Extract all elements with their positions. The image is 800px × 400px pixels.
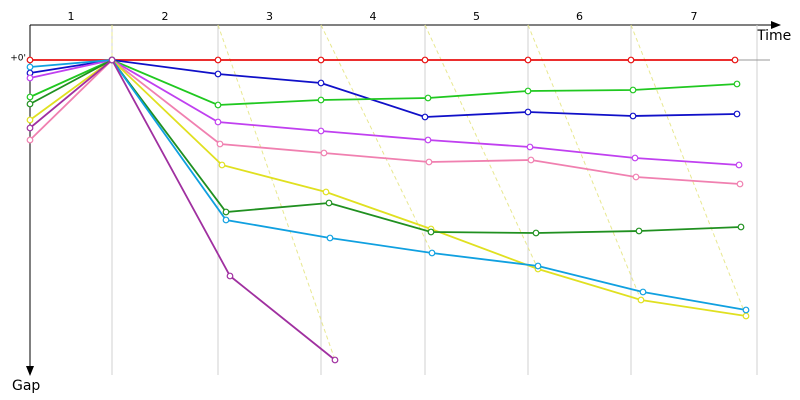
point: [320, 149, 328, 157]
point: [639, 288, 647, 296]
point: [317, 127, 325, 135]
series-line: [29, 58, 336, 361]
point: [428, 249, 436, 257]
point: [733, 80, 741, 88]
point: [226, 272, 234, 280]
point: [631, 154, 639, 162]
point: [108, 56, 116, 64]
point: [532, 229, 540, 237]
series-line: [29, 59, 738, 106]
point: [222, 208, 230, 216]
point: [218, 161, 226, 169]
series-line: [29, 59, 747, 311]
lap-guide: [527, 24, 642, 301]
point: [214, 56, 222, 64]
point: [216, 140, 224, 148]
lap-guide: [217, 24, 336, 361]
point: [317, 79, 325, 87]
point: [629, 86, 637, 94]
point: [325, 199, 333, 207]
point: [733, 110, 741, 118]
lap-label: 6: [576, 10, 583, 23]
point: [737, 223, 745, 231]
x-axis-label: Time: [756, 28, 791, 44]
point: [222, 216, 230, 224]
series-line: [29, 58, 741, 185]
lap-guide: [424, 24, 539, 270]
point: [427, 228, 435, 236]
point: [26, 56, 34, 64]
series-line: [29, 59, 738, 118]
series-line: [29, 58, 742, 234]
lap-label: 3: [266, 10, 273, 23]
point: [26, 124, 34, 132]
lap-label: 2: [162, 10, 169, 23]
point: [26, 63, 34, 71]
lap-label: 4: [370, 10, 377, 23]
point: [26, 100, 34, 108]
point: [421, 56, 429, 64]
point: [26, 116, 34, 124]
point: [317, 96, 325, 104]
point: [317, 56, 325, 64]
point: [425, 158, 433, 166]
point: [735, 161, 743, 169]
point: [524, 108, 532, 116]
y-tick-label: +0': [10, 54, 26, 64]
point: [742, 306, 750, 314]
point: [326, 234, 334, 242]
series-line: [29, 58, 747, 317]
point: [627, 56, 635, 64]
point: [526, 143, 534, 151]
point: [524, 87, 532, 95]
point: [322, 188, 330, 196]
point: [524, 56, 532, 64]
point: [214, 118, 222, 126]
point: [424, 94, 432, 102]
point: [26, 74, 34, 82]
point: [527, 156, 535, 164]
lap-guide: [320, 24, 433, 254]
lap-guide: [630, 24, 747, 317]
point: [424, 136, 432, 144]
point: [534, 262, 542, 270]
point: [736, 180, 744, 188]
point: [632, 173, 640, 181]
point: [731, 56, 739, 64]
series-line: [29, 59, 740, 166]
lap-label: 1: [68, 10, 75, 23]
point: [742, 312, 750, 320]
point: [26, 93, 34, 101]
lap-label: 5: [473, 10, 480, 23]
point: [214, 70, 222, 78]
point: [629, 112, 637, 120]
point: [637, 296, 645, 304]
point: [214, 101, 222, 109]
point: [421, 113, 429, 121]
point: [26, 136, 34, 144]
lap-label: 7: [691, 10, 698, 23]
point: [635, 227, 643, 235]
y-axis-label: Gap: [12, 378, 40, 394]
point: [331, 356, 339, 364]
